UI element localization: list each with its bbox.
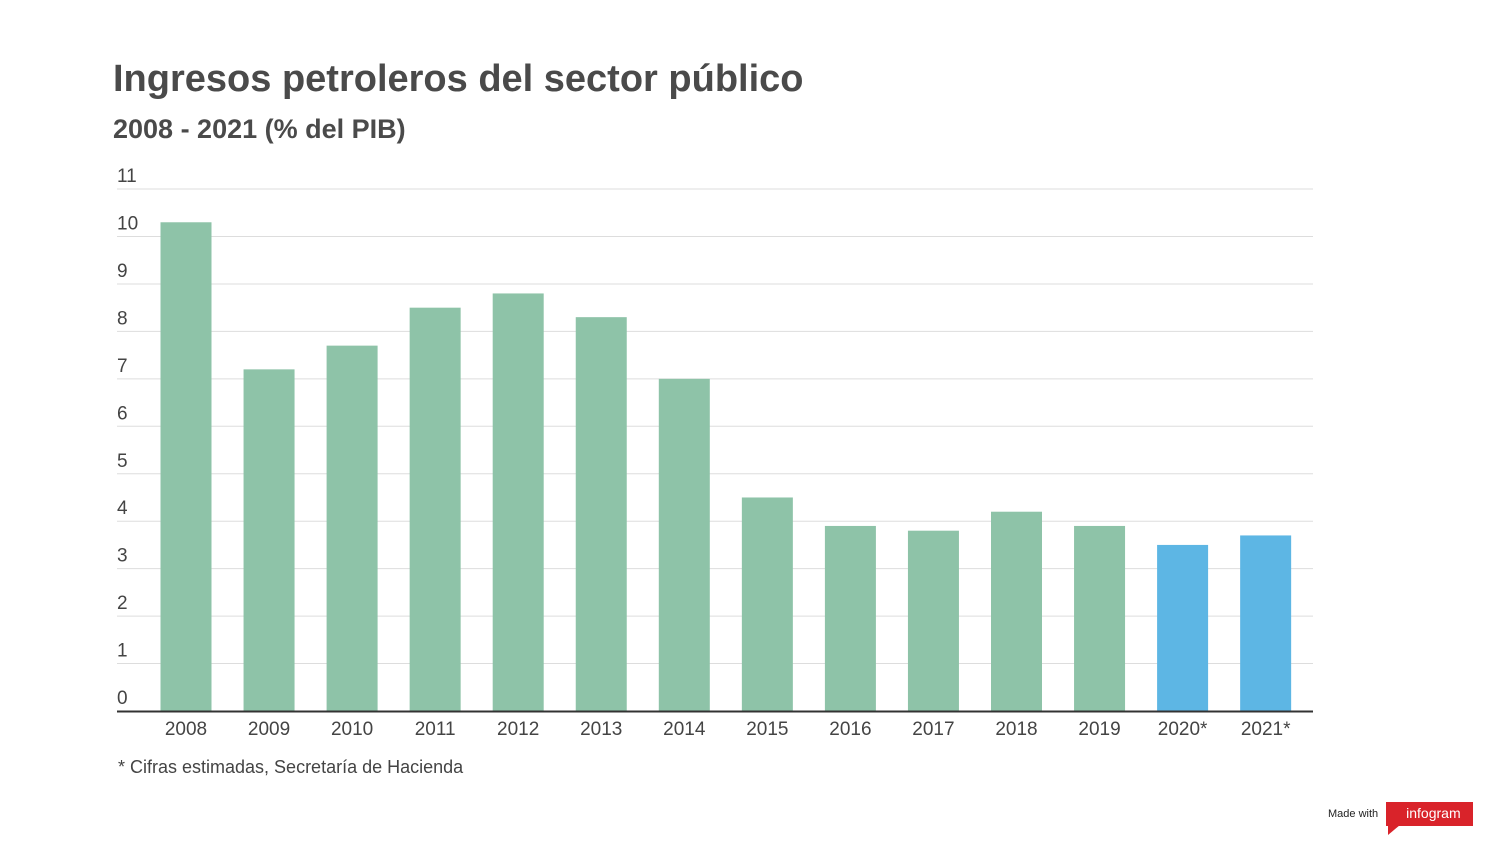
x-tick-label: 2013	[580, 719, 622, 740]
y-tick-label: 11	[117, 166, 137, 187]
x-tick-label: 2014	[663, 719, 706, 740]
y-tick-label: 7	[117, 356, 128, 377]
bar-2016	[824, 525, 876, 711]
x-tick-label: 2015	[746, 719, 788, 740]
bar-2011	[409, 307, 461, 711]
bar-2008	[160, 222, 212, 711]
source-note: * Cifras estimadas, Secretaría de Hacien…	[118, 757, 464, 777]
bar-2015	[741, 497, 793, 711]
x-tick-label: 2021*	[1241, 719, 1291, 740]
y-tick-label: 5	[117, 451, 128, 472]
bar-2019	[1074, 525, 1126, 711]
bar-2012	[492, 293, 544, 711]
made-with-infogram-credit[interactable]: Made with infogram	[1328, 802, 1473, 835]
x-tick-label: 2009	[248, 719, 290, 740]
x-tick-label: 2011	[415, 719, 456, 740]
logo-tail-shape	[1388, 825, 1401, 835]
bar-2017	[907, 530, 959, 711]
y-tick-label: 4	[117, 498, 128, 519]
x-axis-ticks: 2008 2009 2010 2011 2012 2013 2014 2015 2016 2017…	[165, 719, 1291, 740]
infogram-logo: infogram	[1386, 802, 1473, 835]
x-tick-label: 2017	[912, 719, 954, 740]
y-tick-label: 9	[117, 261, 128, 282]
x-tick-label: 2020*	[1158, 719, 1208, 740]
chart-subtitle: 2008 - 2021 (% del PIB)	[113, 114, 406, 144]
infogram-brand-label: infogram	[1406, 805, 1461, 821]
y-tick-label: 1	[117, 641, 128, 662]
x-tick-label: 2019	[1078, 719, 1120, 740]
chart-title: Ingresos petroleros del sector público	[113, 58, 804, 100]
bar-2010	[326, 345, 378, 711]
x-tick-label: 2012	[497, 719, 539, 740]
credit-text: Made with	[1328, 808, 1379, 820]
bar-2009	[243, 369, 295, 711]
y-tick-label: 8	[117, 308, 128, 329]
y-tick-label: 2	[117, 593, 128, 614]
x-tick-label: 2018	[995, 719, 1037, 740]
bar-2020-estimated	[1157, 544, 1209, 711]
y-tick-label: 6	[117, 403, 128, 424]
y-tick-label: 0	[117, 688, 128, 709]
bar-2014	[658, 378, 710, 711]
y-axis-ticks: 0 1 2 3 4 5 6 7 8 9 10 11	[117, 166, 138, 709]
gridlines	[117, 188, 1313, 665]
x-tick-label: 2016	[829, 719, 871, 740]
x-tick-label: 2010	[331, 719, 373, 740]
bar-2013	[575, 317, 627, 711]
bars	[160, 222, 1292, 711]
y-tick-label: 10	[117, 214, 138, 235]
bar-2021-estimated	[1240, 535, 1292, 711]
bar-2018	[991, 511, 1042, 711]
y-tick-label: 3	[117, 546, 128, 567]
x-tick-label: 2008	[165, 719, 207, 740]
